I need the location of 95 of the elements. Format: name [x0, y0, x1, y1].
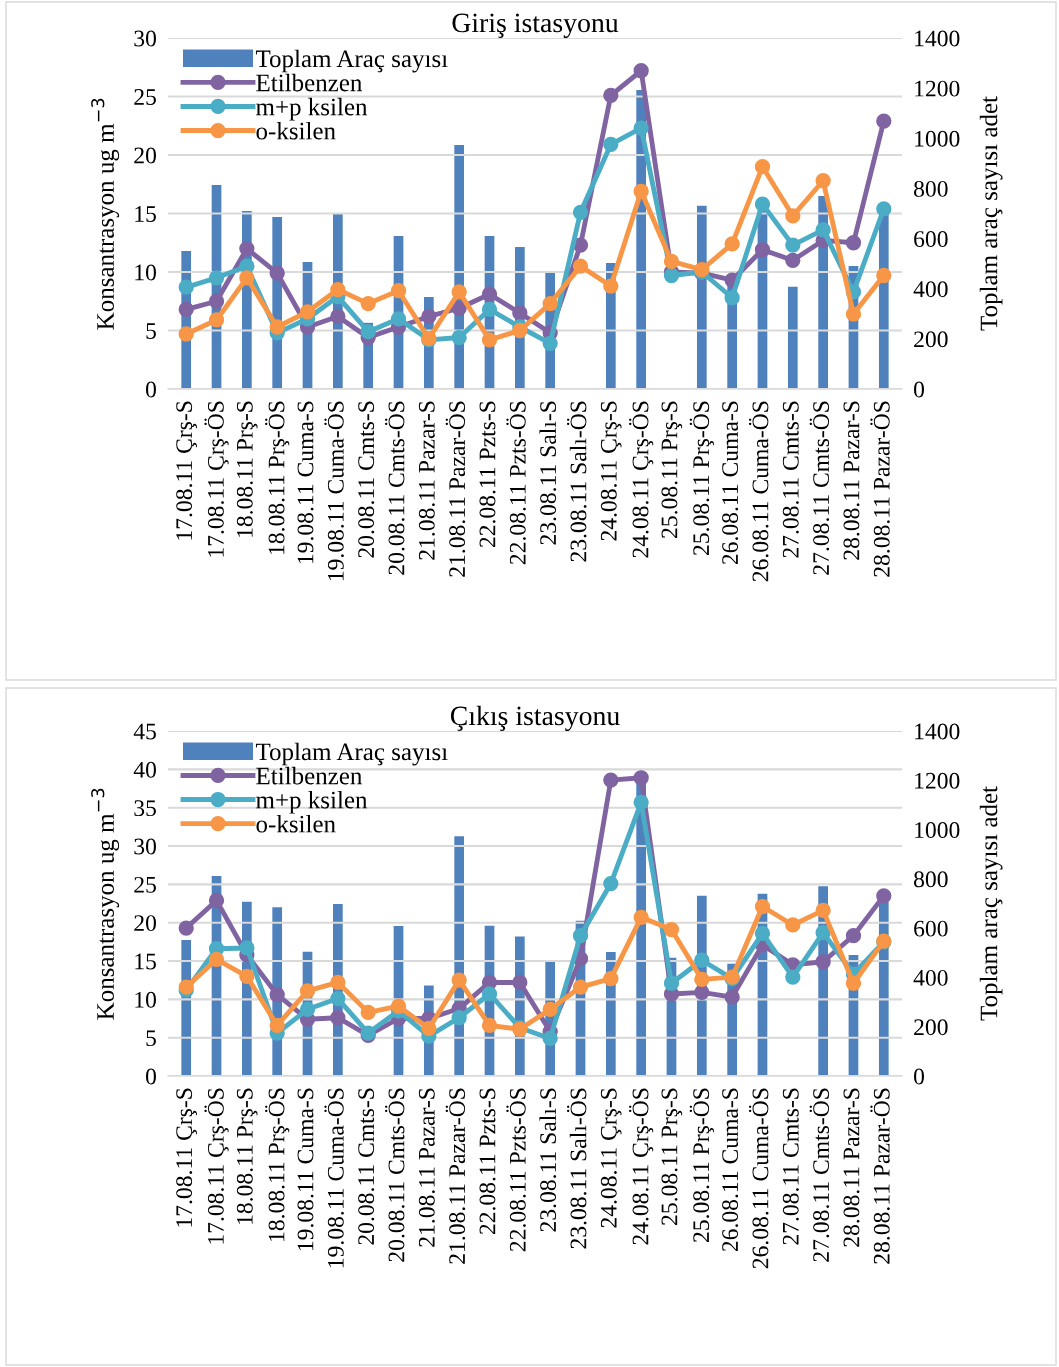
y2-tick-label: 1200 — [915, 80, 960, 97]
y2-tick-label: 0 — [914, 1068, 925, 1085]
x-tick-label: 27.08.11 Cmts-ÖS — [809, 1088, 830, 1262]
y-tick-label: 0 — [145, 1068, 156, 1085]
y2-tick-label: 800 — [914, 871, 948, 888]
x-tick-label: 22.08.11 Pzts-ÖS — [506, 1088, 526, 1252]
x-tick-label: 28.08.11 Pazar-ÖS — [870, 1088, 890, 1264]
legend-label: m+p ksilen — [256, 790, 368, 814]
x-tick-label: 27.08.11 Cmts-ÖS — [809, 401, 830, 575]
y-tick-label: 15 — [135, 206, 156, 222]
y-tick-label: 20 — [134, 915, 156, 932]
x-tick-label: 21.08.11 Pazar-S — [418, 1088, 435, 1247]
x-tick-label: 26.08.11 Cuma-S — [722, 1088, 739, 1252]
y-axis-title: Konsantrasyon ug m$^{−3}$ — [91, 788, 120, 1020]
y-tick-label: 10 — [135, 991, 156, 1008]
y2-tick-label: 1000 — [915, 822, 960, 838]
y-tick-label: 45 — [133, 723, 156, 740]
x-tick-label: 23.08.11 Salı-ÖS — [567, 1088, 587, 1249]
y-tick-label: 15 — [135, 953, 156, 970]
y2-tick-label: 400 — [913, 969, 948, 986]
x-tick-label: 22.08.11 Pzts-ÖS — [506, 401, 526, 565]
x-tick-label: 18.08.11 Prş-S — [236, 1088, 258, 1224]
y-tick-label: 0 — [145, 381, 156, 398]
x-tick-label: 27.08.11 Cmts-S — [782, 1088, 799, 1245]
x-tick-label: 17.08.11 Çrş-S — [176, 401, 197, 540]
x-tick-label: 21.08.11 Pazar-ÖS — [445, 1088, 466, 1264]
x-tick-label: 28.08.11 Pazar-ÖS — [870, 401, 890, 577]
y-tick-label: 30 — [134, 838, 156, 855]
y2-tick-label: 200 — [914, 1019, 948, 1036]
x-tick-label: 28.08.11 Pazar-S — [843, 401, 860, 560]
y-tick-label: 25 — [134, 89, 156, 105]
legend-label: Toplam Araç sayısı — [255, 742, 448, 766]
x-tick-label: 17.08.11 Çrş-ÖS — [204, 1088, 229, 1244]
y2-tick-label: 600 — [914, 920, 948, 937]
y-tick-label: 5 — [146, 1030, 156, 1047]
x-tick-label: 23.08.11 Salı-ÖS — [567, 401, 587, 562]
y2-axis-title: Toplam araç sayısı adet — [979, 96, 1003, 331]
y2-tick-label: 600 — [914, 231, 948, 247]
x-tick-label: 19.08.11 Cuma-S — [297, 1088, 314, 1251]
y-tick-label: 40 — [133, 761, 156, 778]
y-tick-label: 35 — [134, 800, 156, 817]
x-tick-label: 17.08.11 Çrş-S — [176, 1088, 197, 1227]
x-tick-label: 27.08.11 Cmts-S — [782, 401, 799, 558]
x-tick-label: 22.08.11 Pzts-S — [479, 1088, 496, 1235]
y2-axis-title: Toplam araç sayısı adet — [979, 786, 1003, 1021]
y2-tick-label: 200 — [914, 331, 948, 348]
y2-tick-label: 0 — [914, 381, 925, 398]
x-tick-label: 18.08.11 Prş-ÖS — [265, 1088, 290, 1241]
x-tick-label: 24.08.11 Çrş-S — [600, 401, 622, 541]
y-tick-label: 30 — [134, 30, 156, 47]
legend-label: o-ksilen — [256, 121, 336, 140]
y2-tick-label: 400 — [913, 281, 948, 298]
legend-label: o-ksilen — [256, 815, 336, 833]
x-tick-label: 19.08.11 Cuma-ÖS — [324, 401, 344, 581]
x-tick-label: 23.08.11 Salı-S — [539, 1088, 557, 1232]
y2-tick-label: 1200 — [915, 772, 960, 789]
legend-label: Etilbenzen — [256, 73, 363, 92]
x-tick-label: 19.08.11 Cuma-S — [297, 401, 314, 564]
x-tick-label: 25.08.11 Prş-ÖS — [689, 1088, 714, 1242]
x-tick-label: 20.08.11 Cmts-S — [358, 401, 375, 558]
x-tick-label: 25.08.11 Prş-ÖS — [689, 401, 714, 555]
y-tick-label: 25 — [134, 876, 156, 893]
x-tick-label: 25.08.11 Prş-S — [661, 1088, 683, 1225]
y2-tick-label: 800 — [914, 180, 948, 197]
x-tick-label: 20.08.11 Cmts-S — [358, 1088, 375, 1245]
x-tick-label: 26.08.11 Cuma-ÖS — [748, 401, 769, 582]
x-tick-label: 18.08.11 Prş-S — [236, 401, 258, 537]
x-tick-label: 22.08.11 Pzts-S — [479, 401, 496, 548]
y-axis-title: Konsantrasyon ug m$^{−3}$ — [91, 98, 120, 330]
x-tick-label: 20.08.11 Cmts-ÖS — [385, 401, 405, 575]
x-tick-label: 20.08.11 Cmts-ÖS — [385, 1088, 405, 1262]
x-tick-label: 26.08.11 Cuma-ÖS — [748, 1088, 769, 1269]
x-tick-label: 21.08.11 Pazar-ÖS — [445, 401, 466, 577]
x-tick-label: 24.08.11 Çrş-ÖS — [629, 1088, 654, 1245]
x-tick-label: 19.08.11 Cuma-ÖS — [324, 1088, 344, 1268]
x-tick-label: 17.08.11 Çrş-ÖS — [204, 401, 229, 557]
x-tick-label: 25.08.11 Prş-S — [661, 401, 683, 538]
legend-label: m+p ksilen — [256, 97, 368, 121]
y-tick-label: 20 — [134, 147, 156, 164]
x-tick-label: 23.08.11 Salı-S — [539, 401, 557, 545]
x-tick-label: 18.08.11 Prş-ÖS — [265, 401, 290, 554]
x-tick-label: 24.08.11 Çrş-S — [600, 1088, 622, 1228]
x-tick-label: 26.08.11 Cuma-S — [722, 401, 739, 565]
legend-label: Toplam Araç sayısı — [255, 49, 448, 73]
y-tick-label: 10 — [135, 264, 156, 281]
y2-tick-label: 1000 — [915, 130, 960, 147]
y2-tick-label: 1400 — [915, 723, 960, 740]
y-tick-label: 5 — [146, 323, 156, 339]
chart-title: Giriş istasyonu — [452, 13, 619, 38]
x-tick-label: 21.08.11 Pazar-S — [418, 401, 435, 560]
x-tick-label: 28.08.11 Pazar-S — [843, 1088, 860, 1247]
x-tick-label: 24.08.11 Çrş-ÖS — [629, 401, 654, 558]
chart-title: Çıkış istasyonu — [450, 705, 620, 731]
y2-tick-label: 1400 — [915, 30, 960, 47]
legend-label: Etilbenzen — [256, 766, 363, 785]
